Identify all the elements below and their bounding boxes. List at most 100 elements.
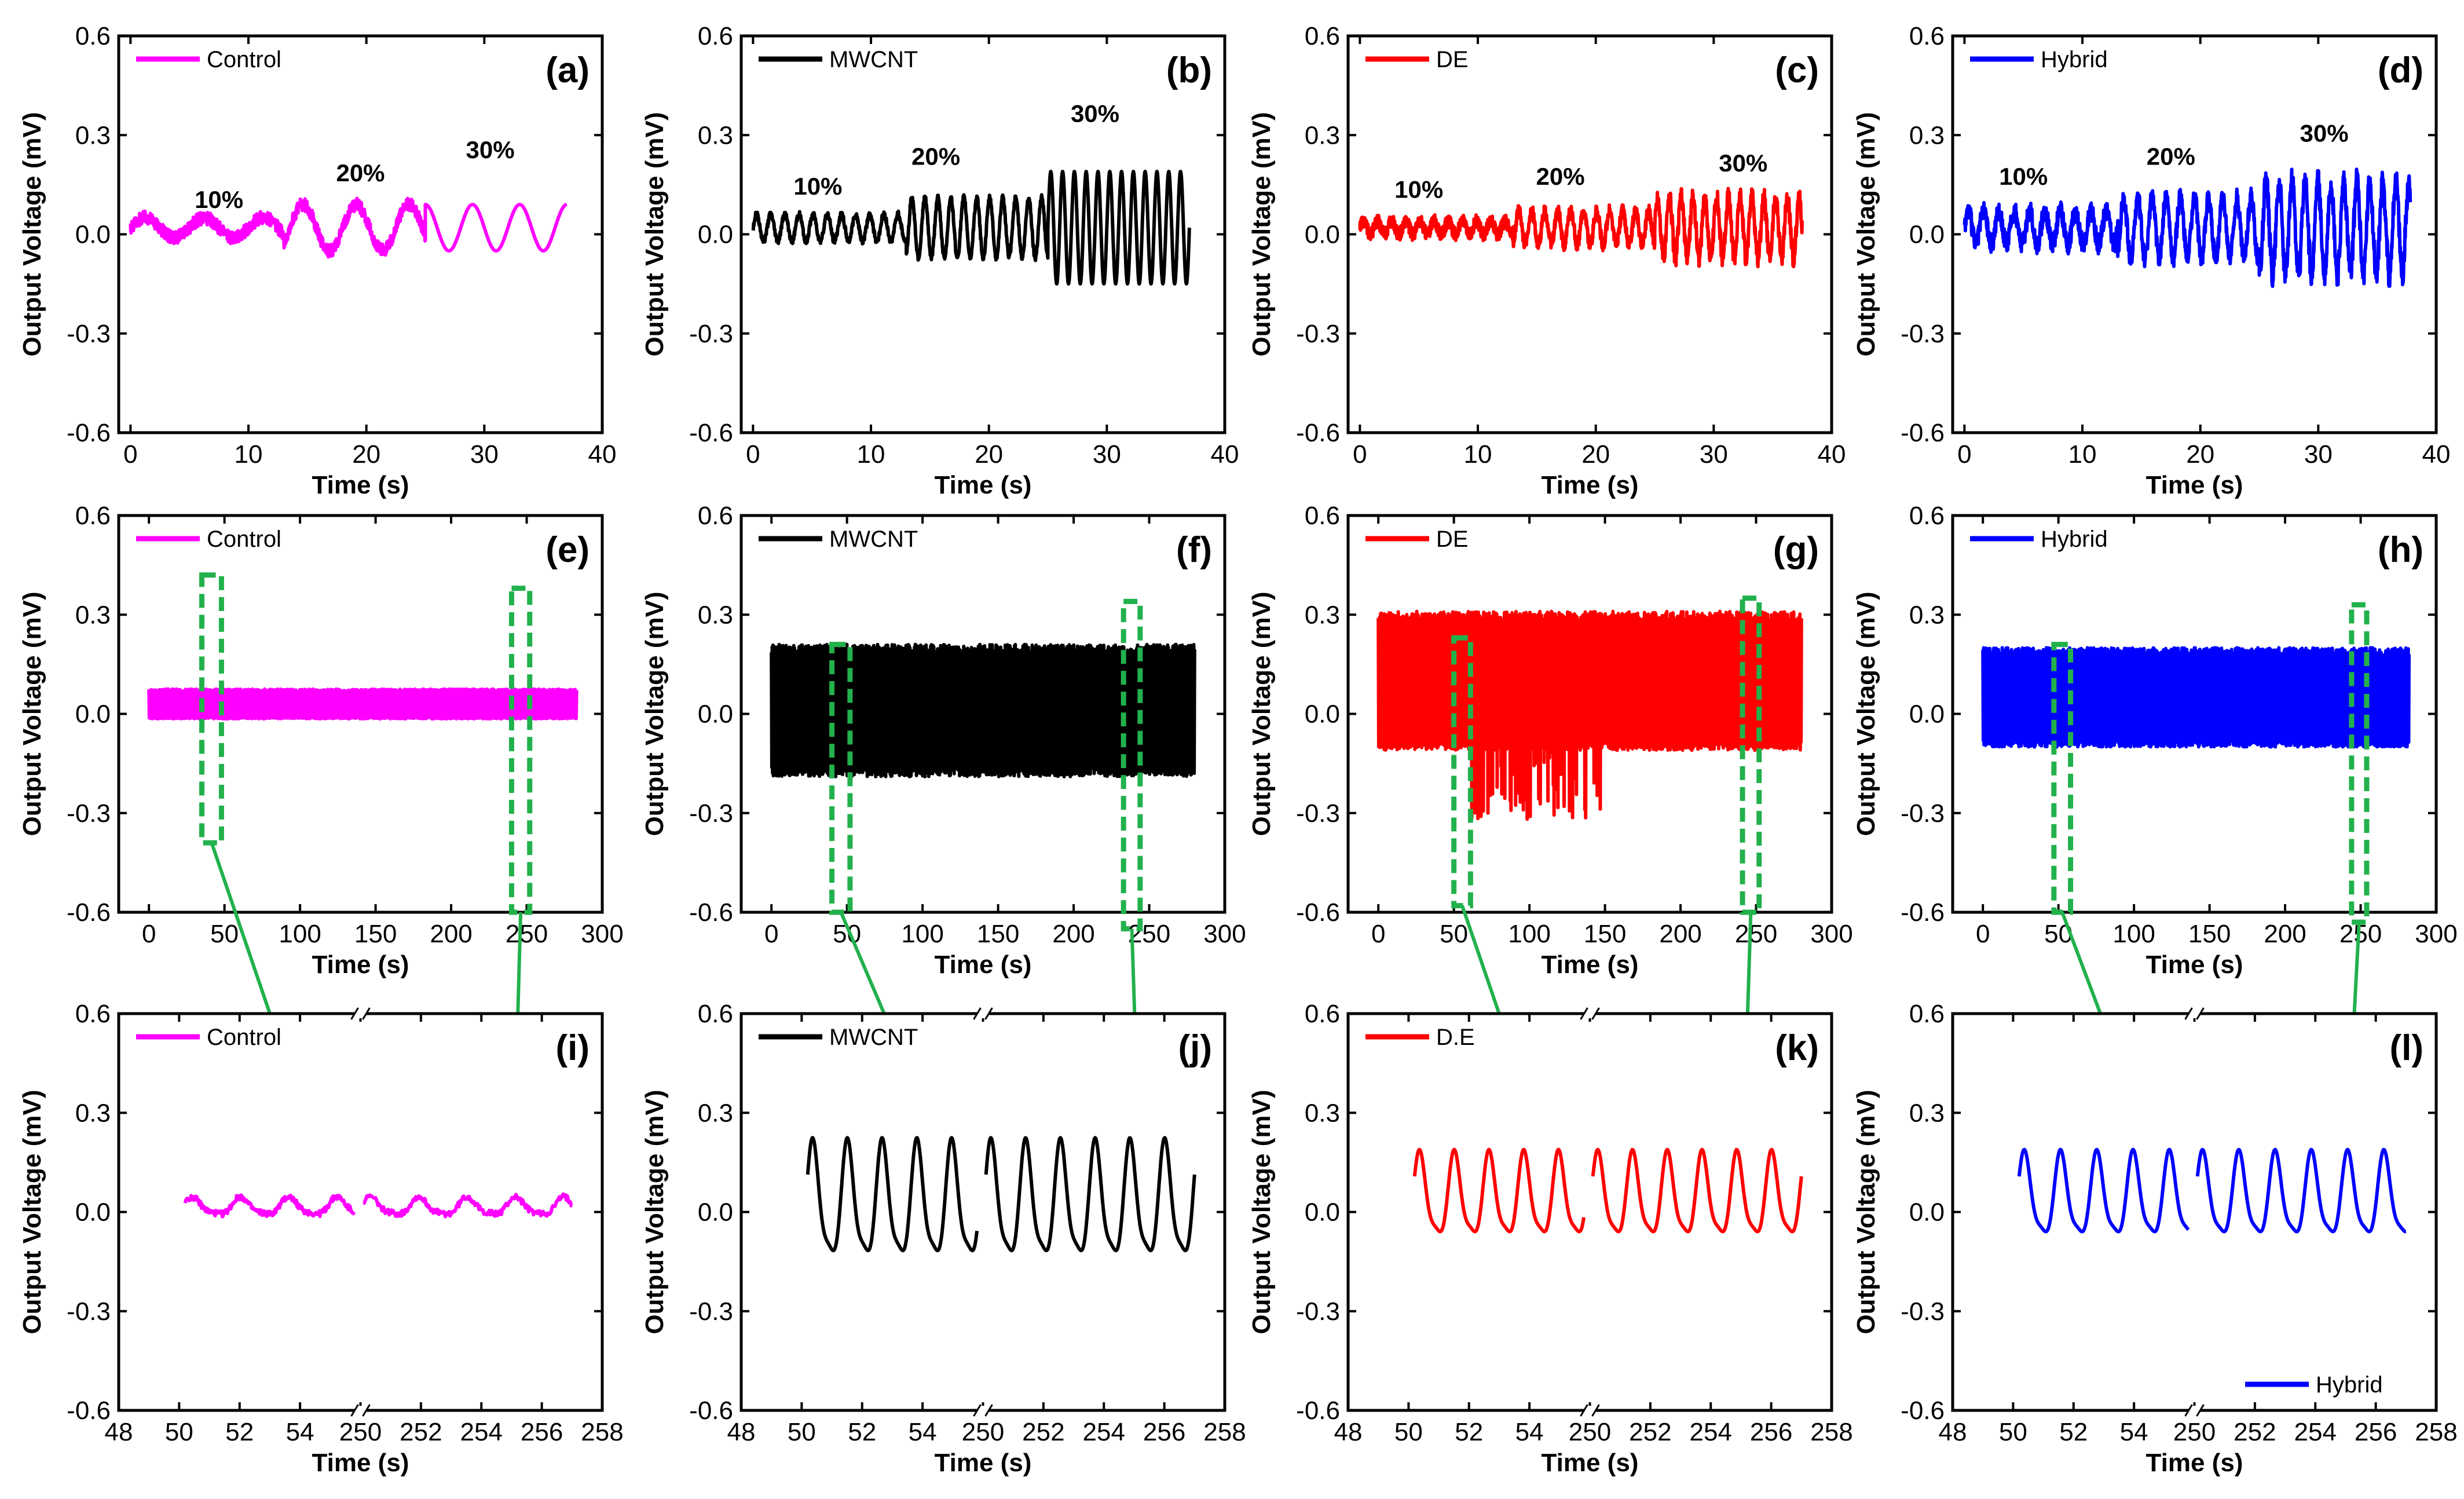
plot-frame: [739, 1012, 1226, 1412]
y-tick-label: -0.6: [1296, 419, 1340, 447]
strain-annotation: 30%: [1071, 100, 1119, 127]
y-tick-label: 0.6: [698, 502, 733, 530]
axis-break-gap: [354, 1406, 367, 1415]
x-tick-label: 258: [1203, 1418, 1246, 1446]
y-tick-label: 0.0: [1305, 700, 1340, 729]
y-tick-label: 0.0: [75, 221, 111, 249]
y-tick-label: -0.6: [1296, 1396, 1340, 1425]
axis-break-mark: [1580, 1404, 1588, 1417]
legend-label: Control: [207, 1025, 281, 1050]
x-tick-label: 300: [1203, 920, 1246, 948]
x-tick-label: 48: [1939, 1418, 1967, 1446]
panel-label: (f): [1176, 530, 1212, 570]
legend-label: MWCNT: [829, 527, 918, 552]
panel-k: -0.6 -0.3 0.0 0.3 0.6 48 50 52 54 250 252 254 256 258…: [1247, 1000, 1853, 1477]
y-tick-label: 0.6: [1305, 22, 1340, 50]
y-tick-label: 0.3: [698, 601, 733, 629]
axis-break-mark: [2184, 1007, 2193, 1020]
y-tick-label: -0.3: [67, 320, 111, 348]
x-tick-label: 0: [1976, 920, 1990, 948]
x-tick-label: 48: [1334, 1418, 1363, 1446]
x-tick-label: 150: [977, 920, 1019, 948]
x-tick-label: 0: [1957, 440, 1971, 469]
x-tick-label: 252: [2234, 1418, 2276, 1446]
x-tick-label: 48: [105, 1418, 133, 1446]
panel-j: -0.6 -0.3 0.0 0.3 0.6 48 50 52 54 250 252 254 256 258…: [640, 1000, 1246, 1477]
y-tick-label: -0.6: [689, 898, 733, 927]
series-line-MWCNT-segment-1: [806, 1136, 979, 1253]
x-axis-title: Time (s): [1542, 950, 1639, 979]
zoom-box: [508, 586, 533, 915]
x-tick-label: 256: [521, 1418, 563, 1446]
legend-label: DE: [1436, 527, 1469, 552]
x-tick-label: 150: [2188, 920, 2231, 948]
y-tick-label: 0.3: [1305, 601, 1340, 629]
axis-break-mark: [973, 1007, 982, 1020]
series-line-MWCNT: [751, 170, 1191, 286]
strain-annotation: 30%: [466, 136, 514, 163]
axis-break-mark: [984, 1404, 993, 1417]
y-tick-label: 0.3: [75, 1099, 111, 1127]
panel-label: (a): [545, 50, 590, 90]
y-tick-label: 0.6: [1909, 502, 1945, 530]
strain-annotation: 10%: [793, 173, 842, 200]
plot-frame: [117, 34, 604, 434]
axis-break-mark: [1591, 1404, 1600, 1417]
strain-annotation: 20%: [336, 159, 385, 187]
x-tick-label: 256: [1750, 1418, 1792, 1446]
y-tick-label: 0.6: [75, 1000, 111, 1028]
x-tick-label: 0: [1371, 920, 1385, 948]
y-tick-label: -0.6: [1901, 419, 1945, 447]
x-axis-title: Time (s): [2146, 1449, 2243, 1477]
x-tick-label: 254: [1690, 1418, 1732, 1446]
axis-break-mark: [350, 1404, 359, 1417]
strain-annotation: 20%: [2147, 143, 2195, 170]
axis-break-mark: [350, 1007, 359, 1020]
x-axis-title: Time (s): [2146, 471, 2243, 499]
x-tick-label: 254: [460, 1418, 503, 1446]
x-tick-label: 258: [1810, 1418, 1852, 1446]
x-tick-label: 200: [2264, 920, 2306, 948]
x-tick-label: 252: [400, 1418, 442, 1446]
x-tick-label: 200: [1052, 920, 1094, 948]
x-tick-label: 30: [1093, 440, 1121, 469]
zoom-box: [1121, 598, 1143, 932]
legend-label: D.E: [1436, 1025, 1475, 1050]
x-tick-label: 54: [1515, 1418, 1544, 1446]
x-tick-label: 48: [727, 1418, 756, 1446]
x-tick-label: 100: [279, 920, 321, 948]
x-tick-label: 50: [165, 1418, 193, 1446]
panel-label: (i): [555, 1028, 590, 1068]
legend-label: Hybrid: [2041, 527, 2108, 552]
axis-break-mark: [973, 1404, 982, 1417]
plot-frame: [1951, 1012, 2438, 1412]
legend-label: Hybrid: [2316, 1372, 2383, 1398]
y-tick-label: 0.6: [698, 1000, 733, 1028]
x-tick-label: 52: [1455, 1418, 1483, 1446]
x-axis-title: Time (s): [312, 1449, 409, 1477]
y-axis-title: Output Voltage (mV): [1247, 1089, 1276, 1334]
strain-annotation: 20%: [1536, 163, 1585, 190]
x-tick-label: 30: [2304, 440, 2333, 469]
legend-label: DE: [1436, 47, 1469, 72]
y-tick-label: -0.3: [1901, 799, 1945, 828]
strain-annotation: 10%: [195, 186, 243, 213]
y-tick-label: -0.6: [1296, 898, 1340, 927]
y-tick-label: 0.3: [75, 121, 111, 149]
x-tick-label: 258: [581, 1418, 623, 1446]
y-tick-label: -0.3: [67, 799, 111, 828]
x-tick-label: 0: [746, 440, 760, 469]
x-tick-label: 20: [2186, 440, 2214, 469]
axis-break-gap: [2188, 1406, 2201, 1415]
x-tick-label: 250: [1128, 920, 1170, 948]
y-tick-label: -0.6: [67, 898, 111, 927]
y-tick-label: 0.0: [1909, 221, 1945, 249]
panel-c: -0.6 -0.3 0.0 0.3 0.6 0 10 20 30 40 Time (s) Output…: [1247, 22, 1846, 499]
x-tick-label: 52: [2059, 1418, 2088, 1446]
y-tick-label: 0.6: [1305, 1000, 1340, 1028]
axis-break-mark: [1591, 1007, 1600, 1020]
x-tick-label: 300: [1810, 920, 1852, 948]
y-tick-label: -0.6: [689, 1396, 733, 1425]
series-line-DE: [1376, 609, 1803, 821]
